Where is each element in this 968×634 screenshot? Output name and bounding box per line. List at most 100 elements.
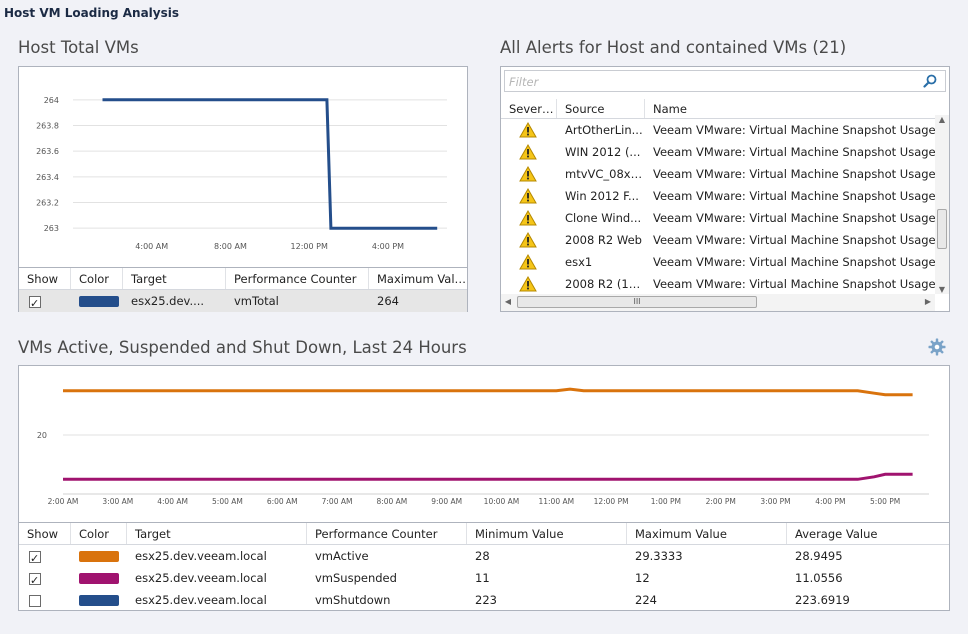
legend-row[interactable]: esx25.dev.... vmTotal 264 bbox=[19, 290, 467, 312]
vm-states-panel: 20 2:00 AM 3:00 AM 4:00 AM 5:00 AM 6:00 AM 7:0… bbox=[18, 365, 950, 611]
alert-row[interactable]: ArtOtherLin... Veeam VMware: Virtual Mach… bbox=[501, 119, 935, 141]
warning-icon bbox=[519, 231, 537, 248]
warning-icon bbox=[519, 253, 537, 270]
col-source[interactable]: Source bbox=[557, 99, 645, 118]
col-max[interactable]: Maximum Value bbox=[627, 523, 787, 544]
min-cell: 223 bbox=[475, 593, 497, 607]
min-cell: 28 bbox=[475, 549, 490, 563]
alerts-header: Severity Source Name bbox=[501, 99, 935, 119]
warning-icon bbox=[519, 143, 537, 160]
alert-name: Veeam VMware: Virtual Machine Snapshot U… bbox=[653, 233, 935, 247]
max-cell: 29.3333 bbox=[635, 549, 683, 563]
x-tick-label: 6:00 AM bbox=[267, 497, 298, 506]
target-cell: esx25.dev.veeam.local bbox=[135, 549, 267, 563]
y-tick-label: 263.4 bbox=[36, 173, 59, 182]
color-swatch bbox=[79, 595, 119, 606]
host-total-panel: 263 263.2 263.4 263.6 263.8 264 4:00 AM 8:00 AM… bbox=[18, 66, 468, 312]
scroll-up-icon[interactable]: ▲ bbox=[938, 115, 946, 124]
x-tick-label: 4:00 PM bbox=[815, 497, 845, 506]
max-cell: 224 bbox=[635, 593, 657, 607]
alerts-title: All Alerts for Host and contained VMs (2… bbox=[500, 38, 847, 57]
col-color[interactable]: Color bbox=[71, 523, 127, 544]
alert-row[interactable]: 2008 R2 (17... Veeam VMware: Virtual Mach… bbox=[501, 273, 935, 295]
legend-row[interactable]: esx25.dev.veeam.local vmSuspended 11 12 11.0… bbox=[19, 567, 949, 589]
alert-row[interactable]: 2008 R2 Web Veeam VMware: Virtual Machine… bbox=[501, 229, 935, 251]
scroll-right-icon[interactable]: ▶ bbox=[924, 297, 932, 306]
alert-row[interactable]: Clone Wind... Veeam VMware: Virtual Machi… bbox=[501, 207, 935, 229]
col-counter[interactable]: Performance Counter bbox=[226, 268, 369, 289]
show-checkbox[interactable] bbox=[29, 570, 41, 589]
show-checkbox[interactable] bbox=[29, 594, 41, 607]
page-title: Host VM Loading Analysis bbox=[4, 6, 180, 20]
scroll-thumb-v[interactable] bbox=[937, 209, 947, 249]
x-tick-label: 5:00 AM bbox=[212, 497, 243, 506]
col-severity[interactable]: Severity bbox=[501, 99, 557, 118]
legend-row[interactable]: esx25.dev.veeam.local vmActive 28 29.3333 28… bbox=[19, 545, 949, 567]
series-line-vmSuspended bbox=[63, 472, 913, 481]
alert-row[interactable]: esx1 Veeam VMware: Virtual Machine Snapsh… bbox=[501, 251, 935, 273]
x-tick-label: 3:00 AM bbox=[102, 497, 133, 506]
show-checkbox[interactable] bbox=[29, 548, 41, 567]
filter-box bbox=[504, 70, 946, 92]
col-avg[interactable]: Average Value bbox=[795, 527, 878, 541]
alert-name: Veeam VMware: Virtual Machine Snapshot U… bbox=[653, 123, 935, 137]
min-cell: 11 bbox=[475, 571, 490, 585]
col-min[interactable]: Minimum Value bbox=[467, 523, 627, 544]
alerts-panel: Severity Source Name ArtOtherLin... Veeam… bbox=[500, 66, 950, 312]
col-target[interactable]: Target bbox=[123, 268, 226, 289]
vm-states-title: VMs Active, Suspended and Shut Down, Las… bbox=[18, 338, 467, 357]
host-total-title: Host Total VMs bbox=[18, 38, 139, 57]
gear-icon[interactable] bbox=[928, 338, 946, 356]
alert-source: esx1 bbox=[565, 255, 593, 269]
legend-row[interactable]: esx25.dev.veeam.local vmShutdown 223 224 223… bbox=[19, 589, 949, 611]
col-counter[interactable]: Performance Counter bbox=[307, 523, 467, 544]
col-show[interactable]: Show bbox=[19, 523, 71, 544]
x-tick-label: 4:00 AM bbox=[157, 497, 188, 506]
horizontal-scrollbar[interactable]: ◀ III ▶ bbox=[501, 294, 935, 311]
target-cell: esx25.dev.veeam.local bbox=[135, 593, 267, 607]
scroll-thumb-h[interactable]: III bbox=[517, 296, 757, 308]
vm-legend-rows: esx25.dev.veeam.local vmActive 28 29.3333 28… bbox=[19, 545, 949, 611]
search-icon[interactable] bbox=[923, 74, 937, 88]
x-tick-label: 11:00 AM bbox=[538, 497, 574, 506]
target-cell: esx25.dev.... bbox=[131, 294, 205, 308]
vertical-scrollbar[interactable]: ▲ ▼ bbox=[935, 115, 949, 294]
max-cell: 12 bbox=[635, 571, 650, 585]
x-tick-label: 5:00 PM bbox=[870, 497, 900, 506]
scroll-down-icon[interactable]: ▼ bbox=[938, 285, 946, 294]
scroll-left-icon[interactable]: ◀ bbox=[504, 297, 512, 306]
y-tick-label: 263.8 bbox=[36, 122, 59, 131]
col-target[interactable]: Target bbox=[127, 523, 307, 544]
target-cell: esx25.dev.veeam.local bbox=[135, 571, 267, 585]
alert-row[interactable]: Win 2012 F... Veeam VMware: Virtual Machi… bbox=[501, 185, 935, 207]
x-tick-label: 3:00 PM bbox=[760, 497, 790, 506]
x-tick-label: 12:00 PM bbox=[594, 497, 629, 506]
counter-cell: vmTotal bbox=[234, 294, 279, 308]
alert-name: Veeam VMware: Virtual Machine Snapshot U… bbox=[653, 277, 935, 291]
y-tick-label: 263.6 bbox=[36, 147, 59, 156]
x-tick-label: 2:00 PM bbox=[706, 497, 736, 506]
alert-name: Veeam VMware: Virtual Machine Snapshot U… bbox=[653, 211, 935, 225]
alert-row[interactable]: mtvVC_08x64 Veeam VMware: Virtual Machine… bbox=[501, 163, 935, 185]
max-cell: 264 bbox=[377, 294, 399, 308]
col-max[interactable]: Maximum Value bbox=[377, 272, 467, 286]
alert-source: 2008 R2 Web bbox=[565, 233, 642, 247]
col-color[interactable]: Color bbox=[71, 268, 123, 289]
x-tick-label: 4:00 PM bbox=[372, 242, 404, 251]
show-checkbox[interactable] bbox=[29, 293, 41, 312]
alerts-list: ArtOtherLin... Veeam VMware: Virtual Mach… bbox=[501, 119, 935, 295]
color-swatch bbox=[79, 551, 119, 562]
y-tick-label: 20 bbox=[37, 431, 47, 440]
alert-row[interactable]: WIN 2012 (... Veeam VMware: Virtual Machi… bbox=[501, 141, 935, 163]
x-tick-label: 8:00 AM bbox=[214, 242, 247, 251]
avg-cell: 223.6919 bbox=[795, 593, 850, 607]
warning-icon bbox=[519, 121, 537, 138]
alert-source: mtvVC_08x64 bbox=[565, 167, 645, 181]
filter-input[interactable] bbox=[505, 72, 905, 92]
col-show[interactable]: Show bbox=[19, 268, 71, 289]
y-tick-label: 263.2 bbox=[36, 199, 59, 208]
col-name[interactable]: Name bbox=[653, 102, 687, 116]
y-tick-label: 263 bbox=[44, 224, 59, 233]
counter-cell: vmShutdown bbox=[315, 593, 391, 607]
color-swatch bbox=[79, 573, 119, 584]
